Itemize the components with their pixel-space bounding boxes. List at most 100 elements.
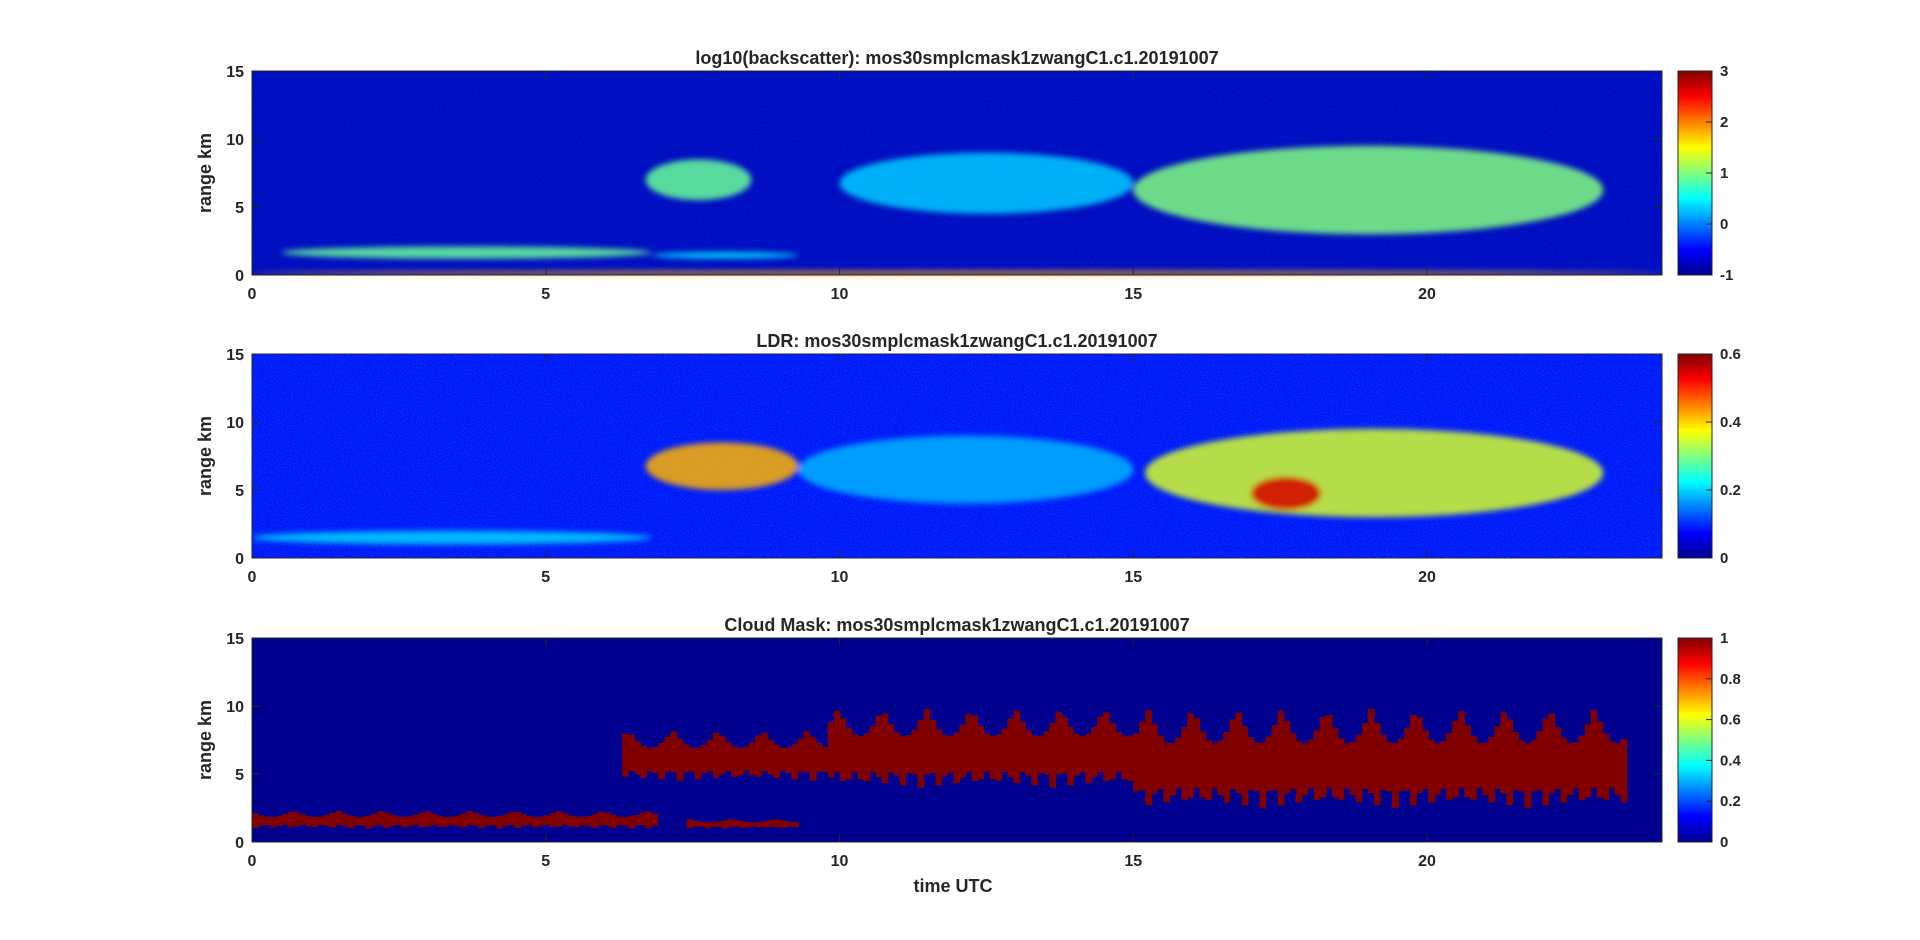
cloud-mask-cell	[1355, 734, 1363, 803]
cloud-mask-cell	[526, 816, 533, 826]
cloud-mask-cell	[484, 816, 492, 826]
colorbar-tick-label: 0	[1720, 834, 1728, 851]
cloud-mask-cell	[1440, 741, 1447, 789]
cloud-mask-cell	[745, 821, 752, 828]
cloud-mask-cell	[1416, 717, 1423, 793]
cloud-mask-cell	[1223, 732, 1231, 803]
cloud-mask-cell	[774, 819, 782, 828]
cloud-mask-cell	[791, 744, 799, 780]
cloud-mask-cell	[1518, 740, 1526, 792]
cloud-mask-cell	[1422, 730, 1429, 789]
y-tick-label: 10	[226, 699, 244, 716]
cloud-mask-cell	[658, 743, 666, 780]
cloud-mask-cell	[383, 812, 390, 828]
cloud-mask-cell	[640, 746, 647, 778]
cloud-mask-cell	[1446, 733, 1453, 800]
cloud-mask-cell	[1434, 743, 1441, 795]
signal-patch	[798, 435, 1134, 504]
cloud-mask-cell	[1169, 742, 1176, 796]
colorbar-tick-label: 0.6	[1720, 346, 1741, 363]
cloud-mask-cell	[1596, 721, 1604, 798]
cloud-mask-cell	[1602, 733, 1610, 800]
x-tick-label: 20	[1418, 286, 1436, 303]
cloud-mask-cell	[664, 736, 672, 772]
panel-title: log10(backscatter): mos30smplcmask1zwang…	[695, 48, 1218, 68]
cloud-mask-cell	[1277, 711, 1285, 806]
cloud-mask-cell	[633, 814, 641, 826]
cloud-mask-cell	[694, 747, 702, 780]
cloud-mask-cell	[1392, 743, 1399, 808]
cloud-mask-cell	[634, 741, 641, 775]
cloud-mask-cell	[989, 736, 997, 780]
cloud-mask-cell	[1349, 741, 1357, 796]
cloud-mask-cell	[1181, 727, 1189, 800]
cloud-mask-cell	[502, 814, 509, 826]
cloud-mask-cell	[1590, 710, 1598, 789]
cloud-mask-cell	[1133, 733, 1140, 792]
cloud-mask-cell	[1295, 741, 1303, 803]
cloud-mask-cell	[460, 813, 468, 828]
cloud-mask-cell	[839, 718, 847, 781]
cloud-mask-cell	[371, 813, 378, 826]
panel-title: Cloud Mask: mos30smplcmask1zwangC1.c1.20…	[724, 615, 1189, 635]
signal-patch	[252, 530, 652, 545]
cloud-mask-cell	[603, 812, 611, 826]
cloud-mask-cell	[730, 746, 738, 777]
cloud-mask-cell	[1572, 742, 1580, 789]
cloud-mask-cell	[881, 713, 889, 784]
cloud-mask-cell	[1307, 739, 1315, 789]
cloud-mask-cell	[704, 822, 711, 829]
cloud-mask-cell	[1199, 731, 1207, 798]
cloud-mask-cell	[639, 812, 647, 826]
cloud-mask-cell	[550, 813, 557, 827]
cloud-mask-cell	[983, 733, 991, 772]
cloud-mask-cell	[1091, 726, 1098, 778]
cloud-mask-cell	[1542, 718, 1550, 806]
cloud-mask-cell	[1163, 742, 1170, 803]
cloud-mask-cell	[628, 734, 635, 771]
x-tick-label: 10	[831, 853, 849, 870]
colorbar-tick-label: -1	[1720, 267, 1733, 284]
cloud-mask-cell	[591, 814, 599, 828]
cloud-mask-cell	[845, 728, 853, 780]
cloud-mask-cell	[585, 815, 593, 827]
cloud-mask-cell	[1404, 728, 1411, 790]
cloud-mask-cell	[1007, 718, 1015, 778]
cloud-mask-cell	[763, 820, 770, 828]
cloud-mask-cell	[263, 816, 271, 826]
x-tick-label: 15	[1124, 569, 1142, 586]
colorbar-tick-label: 1	[1720, 630, 1728, 647]
colorbar-tick-label: 3	[1720, 63, 1728, 80]
cloud-mask-cell	[341, 813, 348, 826]
cloud-mask-cell	[1488, 737, 1495, 803]
cloud-mask-cell	[1085, 733, 1092, 784]
cloud-mask-cell	[1157, 735, 1164, 789]
cloud-mask-cell	[953, 732, 961, 784]
y-tick-label: 5	[235, 483, 244, 500]
cloud-mask-cell	[1560, 737, 1568, 803]
cloud-mask-cell	[466, 810, 474, 825]
cloud-mask-cell	[1283, 720, 1291, 793]
panel-title: LDR: mos30smplcmask1zwangC1.c1.20191007	[756, 331, 1157, 351]
cloud-mask-cell	[442, 816, 450, 827]
cloud-mask-cell	[1361, 722, 1369, 789]
cloud-mask-cell	[941, 735, 949, 776]
y-tick-label: 5	[235, 200, 244, 217]
cloud-mask-cell	[1470, 736, 1477, 800]
cloud-mask-cell	[1506, 719, 1514, 806]
cloud-mask-cell	[780, 820, 788, 828]
cloud-mask-cell	[1398, 738, 1405, 792]
cloud-mask-cell	[688, 747, 696, 772]
cloud-mask-cell	[579, 816, 587, 825]
cloud-mask-cell	[698, 821, 705, 827]
cloud-mask-cell	[1373, 723, 1381, 806]
cloud-mask-cell	[1055, 711, 1062, 775]
cloud-mask-cell	[1524, 743, 1532, 808]
cloud-mask-cell	[377, 811, 384, 826]
cloud-mask-cell	[995, 734, 1003, 782]
y-tick-label: 0	[235, 835, 244, 852]
cloud-mask-cell	[797, 738, 805, 772]
cloud-mask-cell	[809, 736, 817, 781]
cloud-mask-cell	[1386, 741, 1393, 792]
cloud-mask-cell	[959, 724, 967, 778]
